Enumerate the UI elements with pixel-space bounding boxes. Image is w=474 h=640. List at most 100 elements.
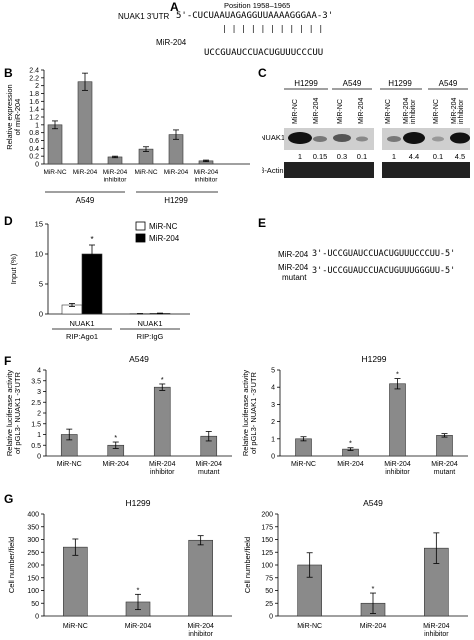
group-bottom-label: RIP:Ago1	[66, 332, 98, 341]
significance-star: *	[349, 439, 352, 448]
bar	[77, 81, 93, 165]
panel-c-lane-label-line: MiR-204	[403, 97, 410, 124]
panel-e-row1-label: MiR-204	[278, 250, 309, 259]
panel-letter-f: F	[4, 354, 12, 368]
panel-a-utr-sequence: 5'-CUCUAAUAGAGGUUAAAAGGGAA-3'	[176, 11, 334, 21]
y-tick-label: 1.2	[29, 115, 39, 122]
chart-title: H1299	[361, 354, 386, 364]
panel-c-band	[387, 136, 401, 142]
x-tick-label-line: MiR-NC	[297, 623, 322, 630]
x-tick-label: MiR-NC	[63, 623, 88, 630]
y-axis-label: Cell number/field	[7, 537, 16, 593]
x-tick-label-line: MiR-204	[384, 461, 411, 468]
x-tick-label-line: MiR-NC	[57, 461, 82, 468]
x-tick-label: MiR-204 inhibitor	[194, 169, 219, 184]
panel-c-lane-label-line: inhibitor	[458, 99, 465, 124]
significance-star: *	[90, 235, 93, 244]
panel-a-utr-label: NUAK1 3'UTR	[118, 12, 170, 21]
bar	[295, 438, 312, 457]
y-tick-label: 3	[271, 402, 275, 409]
x-tick-label: MiR-204 inhibitor	[149, 461, 176, 476]
x-tick-label-line: MiR-NC	[63, 623, 88, 630]
panel-a-position: Position 1958–1965	[224, 1, 291, 10]
group-top-label: NUAK1	[69, 319, 94, 328]
y-tick-label: 1.4	[29, 107, 39, 114]
y-tick-label: 200	[261, 512, 273, 519]
panel-c-quant: 4.5	[455, 152, 465, 161]
x-tick-label-line: inhibitor	[195, 177, 219, 184]
panel-e-row2-label-b: mutant	[282, 273, 307, 282]
chart-d: 0 5 10 15 Input (%) * NUAK1 RIP:Ago1 NUAK1 RIP:Ig…	[9, 220, 190, 341]
chart-g-a549: A549 0 25 50 75 100 125 150 175 200 Cell number/fi…	[243, 498, 468, 638]
y-tick-label: 15	[35, 220, 43, 229]
panel-letter-c: C	[258, 66, 267, 80]
x-tick-label-line: MiR-NC	[291, 461, 316, 468]
x-tick-label-line: MiR-204	[194, 169, 219, 176]
y-tick-label: 25	[265, 601, 273, 608]
x-tick-label-line: MiR-204	[187, 623, 214, 630]
panel-c-quant: 4.4	[409, 152, 419, 161]
panel-letter-g: G	[4, 492, 14, 506]
x-tick-label-line: MiR-204	[103, 169, 128, 176]
panel-a-mir-sequence: UCCGUAUCCUACUGUUUCCCUU	[204, 48, 324, 58]
panel-c-group-label: H1299	[294, 79, 318, 88]
x-tick-label: MiR-204 inhibitor	[187, 623, 214, 638]
y-tick-label: 250	[27, 550, 39, 557]
y-tick-label: 0	[39, 310, 43, 319]
panel-a-mir-label: MiR-204	[156, 38, 187, 47]
x-tick-label-line: mutant	[198, 469, 219, 476]
panel-letter-d: D	[4, 214, 13, 228]
y-axis-label-line: Relative expression	[5, 84, 14, 149]
y-tick-label: 1.8	[29, 91, 39, 98]
y-axis-label-line: Cell number/field	[7, 537, 16, 593]
legend-swatch	[135, 233, 146, 243]
x-tick-label-line: MiR-NC	[134, 169, 157, 176]
panel-c-nuak1-blot-right	[382, 128, 470, 150]
panel-c-lane-label: MiR-NC	[433, 99, 440, 124]
group-bottom-label: RIP:IgG	[137, 332, 164, 341]
x-tick-label-line: MiR-204	[337, 461, 364, 468]
panel-c-actin-label: β-Actin	[262, 166, 284, 175]
y-tick-label: 5	[271, 368, 275, 375]
y-tick-label: 175	[261, 524, 273, 531]
panel-e-row2-sequence: 3'-UCCGUAUCCUACUGUUUGGGUU-5'	[312, 266, 456, 276]
legend-swatch	[135, 221, 146, 231]
y-tick-label: 5	[39, 280, 43, 289]
x-tick-label: MiR-204	[164, 169, 189, 176]
panel-c-lane-label: MiR-204	[358, 97, 365, 124]
x-tick-label-line: MiR-204	[196, 461, 223, 468]
panel-letter-e: E	[258, 216, 267, 230]
panel-c-quant: 1	[298, 152, 302, 161]
x-tick-label: MiR-204	[103, 461, 130, 468]
panel-c-group-label: H1299	[388, 79, 412, 88]
y-tick-label: 2	[35, 83, 39, 90]
y-tick-label: 2	[271, 419, 275, 426]
bar	[389, 383, 406, 457]
bar	[436, 435, 453, 457]
x-tick-label: MiR-204 inhibitor	[423, 623, 450, 638]
significance-star: *	[372, 584, 375, 593]
panel-c-quant: 0.3	[337, 152, 347, 161]
panel-c-lane-label-line: MiR-204	[451, 97, 458, 124]
y-tick-label: 75	[265, 575, 273, 582]
y-tick-label: 0.6	[29, 138, 39, 145]
panel-c-band	[450, 132, 470, 144]
group-label: A549	[76, 196, 95, 205]
significance-star: *	[114, 433, 117, 442]
significance-star: *	[161, 375, 164, 384]
panel-c-lane-label: MiR-204 inhibitor	[451, 96, 465, 124]
x-tick-label-line: inhibitor	[104, 177, 128, 184]
panel-c-actin-blot-left	[284, 162, 374, 178]
y-tick-label: 0.2	[29, 154, 39, 161]
y-axis-label: Cell number/field	[243, 537, 252, 593]
x-tick-label-line: MiR-204	[103, 461, 130, 468]
y-tick-label: 100	[261, 563, 273, 570]
panel-letter-b: B	[4, 66, 13, 80]
group-top-label: NUAK1	[137, 319, 162, 328]
x-tick-label-line: MiR-204	[73, 169, 98, 176]
x-tick-label: MiR-204	[360, 623, 387, 630]
x-tick-label: MiR-NC	[43, 169, 66, 176]
x-tick-label: MiR-NC	[134, 169, 157, 176]
panel-c-lane-label: MiR-NC	[337, 99, 344, 124]
y-axis-label-line: Input (%)	[9, 253, 18, 284]
